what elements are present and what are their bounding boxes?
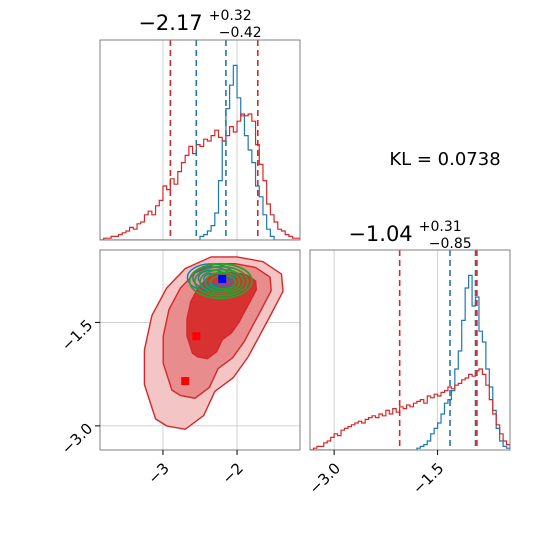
panel-marginal-x: −2.17 +0.32 −0.42 xyxy=(99,5,301,241)
y-tick-label: −1.5 xyxy=(58,316,96,354)
title-plus: +0.32 xyxy=(209,8,252,24)
panel-joint-markers xyxy=(181,274,227,386)
panel-marginal-y-grid xyxy=(333,250,439,450)
green-contour-1 xyxy=(193,265,249,297)
kl-annotation: KL = 0.0738 xyxy=(389,149,500,170)
marker-2 xyxy=(181,377,190,386)
panel-marginal-x-title: −2.17 +0.32 −0.42 xyxy=(138,5,261,41)
panel-joint: −3 −2 −1.5 −3.0 xyxy=(58,249,301,488)
histogram-series-1 xyxy=(310,368,510,450)
y-tick-label: −3.0 xyxy=(58,419,96,457)
histogram-series-0 xyxy=(310,274,510,450)
marker-1 xyxy=(192,332,201,341)
panel-marginal-x-series xyxy=(100,64,300,240)
title-minus: −0.42 xyxy=(219,25,262,41)
panel-marginal-x-quantile-lines xyxy=(169,40,259,240)
title-minus: −0.85 xyxy=(429,236,472,252)
panel-marginal-y-quantile-lines xyxy=(398,250,478,450)
marker-0 xyxy=(218,274,227,283)
x-tick-label: −3.0 xyxy=(306,459,344,497)
title-median: −1.04 xyxy=(348,222,412,246)
panel-joint-frame xyxy=(99,249,301,451)
panel-marginal-y-xticks: −3.0 −1.5 xyxy=(306,450,447,498)
panel-marginal-y: −3.0 −1.5 −1.04 +0.31 −0.85 xyxy=(306,216,511,498)
x-tick-label: −1.5 xyxy=(409,459,447,497)
histogram-series-0 xyxy=(100,64,300,240)
x-tick-label: −3 xyxy=(144,459,172,487)
histogram-series-1 xyxy=(100,113,300,240)
panel-marginal-x-frame xyxy=(99,39,301,241)
x-tick-label: −2 xyxy=(219,459,247,487)
panel-joint-yticks: −1.5 −3.0 xyxy=(58,316,100,458)
panel-marginal-y-title: −1.04 +0.31 −0.85 xyxy=(348,216,471,252)
title-median: −2.17 xyxy=(138,11,202,35)
green-contour-3 xyxy=(204,271,241,293)
red-contour-level-2 xyxy=(186,271,258,360)
green-contour-0 xyxy=(188,262,253,300)
panel-marginal-y-series xyxy=(310,274,510,450)
green-contour-2 xyxy=(199,268,245,295)
title-plus: +0.31 xyxy=(419,219,462,235)
panel-marginal-y-frame xyxy=(309,249,511,451)
panel-joint-xticks: −3 −2 xyxy=(144,450,247,488)
panel-joint-contours xyxy=(143,256,284,431)
